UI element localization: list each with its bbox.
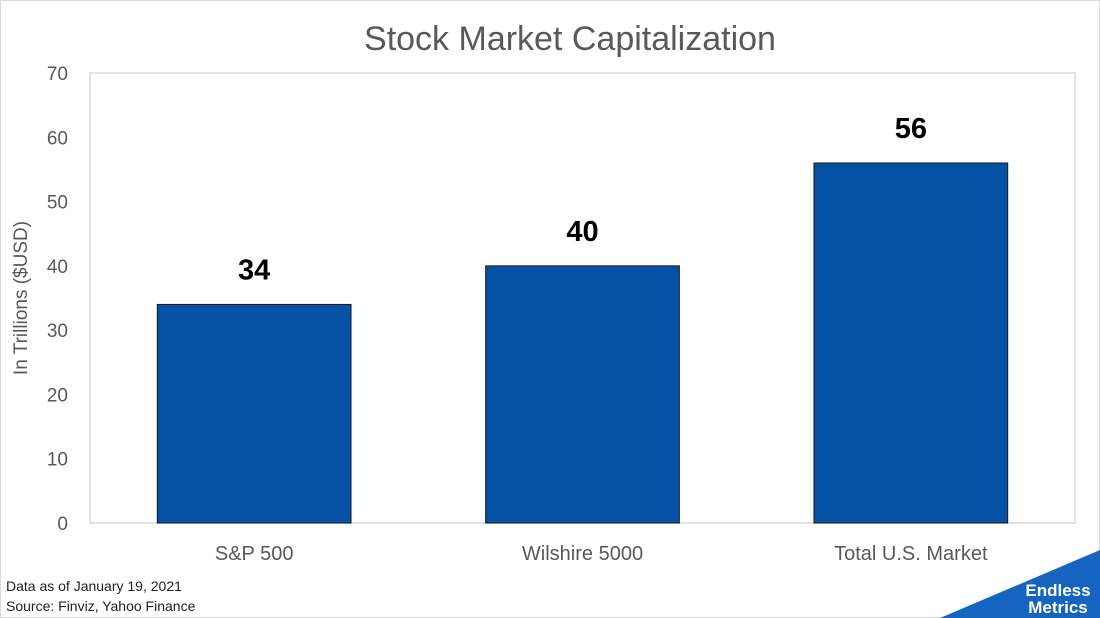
y-tick-label: 30 [47,321,68,342]
y-tick-label: 70 [47,64,68,85]
data-label: 34 [238,254,270,286]
x-category-label: S&P 500 [215,543,294,565]
y-tick-label: 10 [47,450,68,471]
footnote-source: Source: Finviz, Yahoo Finance [6,598,196,614]
y-tick-label: 0 [57,514,68,535]
bars [156,162,1009,524]
bar [813,162,1009,524]
logo-line2: Metrics [1028,598,1088,617]
footnote-date: Data as of January 19, 2021 [6,578,182,594]
data-labels: 34 40 56 [238,113,927,286]
endless-metrics-logo: Endless Metrics [940,550,1100,618]
y-tick-label: 20 [47,385,68,406]
data-label: 56 [895,113,927,145]
logo-triangle [940,550,1100,618]
category-labels: S&P 500 Wilshire 5000 Total U.S. Market [215,543,988,565]
x-category-label: Wilshire 5000 [522,543,643,565]
y-tick-label: 40 [47,257,68,278]
chart-title: Stock Market Capitalization [364,20,776,58]
y-tick-label: 60 [47,128,68,149]
logo-line1: Endless [1025,581,1090,600]
data-label: 40 [566,216,598,248]
y-axis-label: In Trillions ($USD) [11,221,32,375]
bar [485,265,680,524]
bar [156,303,352,524]
y-axis-ticks: 0 10 20 30 40 50 60 70 [47,64,68,535]
y-tick-label: 50 [47,193,68,214]
x-category-label: Total U.S. Market [834,543,988,565]
